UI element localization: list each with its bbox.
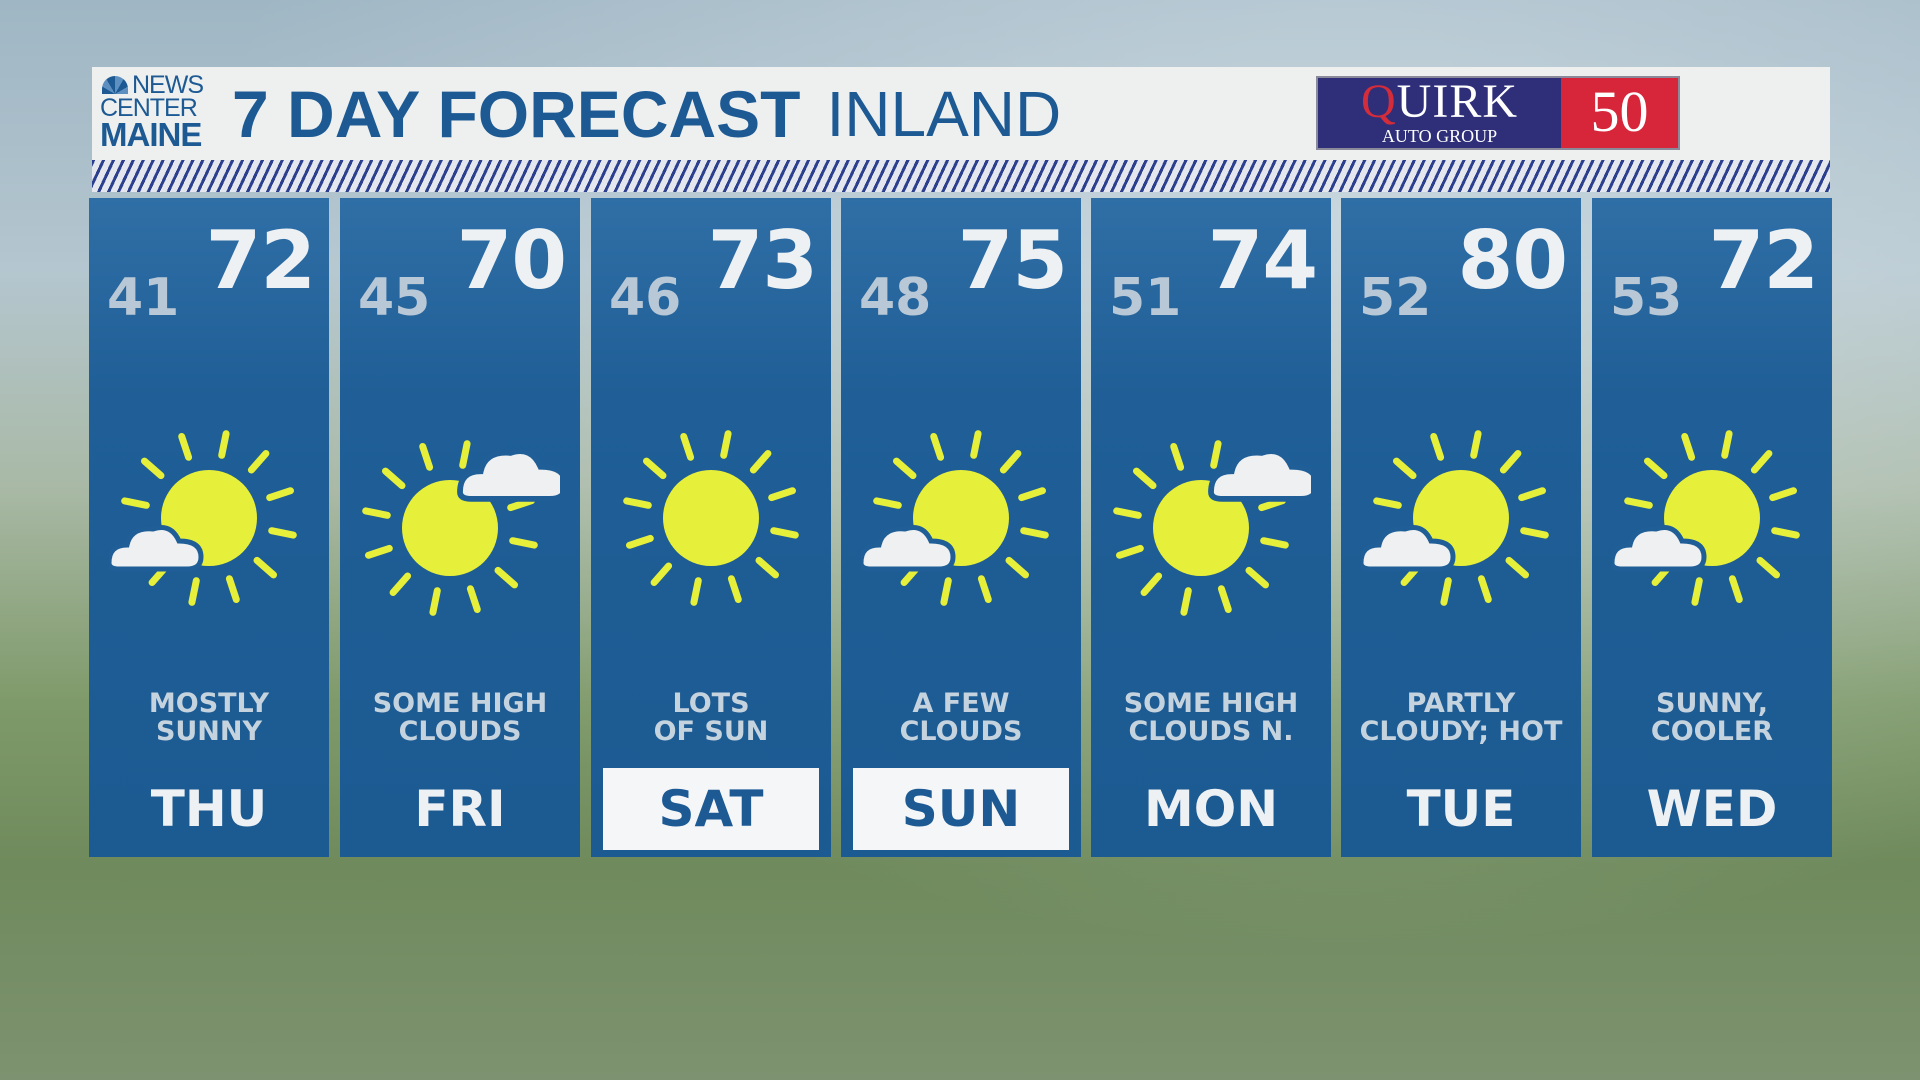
condition-line-2: SUNNY: [155, 716, 263, 747]
condition-line-1: SUNNY,: [1656, 688, 1768, 719]
day-label: TUE: [1406, 780, 1516, 838]
title-row: 7 DAY FORECAST INLAND: [232, 72, 1061, 156]
forecast-day-wed: 72 53 SUNNY, COOLER WED: [1592, 198, 1832, 857]
condition-line-2: CLOUDS N.: [1128, 716, 1294, 747]
condition-line-1: PARTLY: [1406, 688, 1516, 719]
low-temp: 52: [1359, 268, 1432, 328]
high-temp: 75: [957, 214, 1068, 307]
day-label: SUN: [853, 768, 1069, 850]
high-temp: 72: [1708, 214, 1819, 307]
news-center-maine-logo: NEWS CENTER MAINE: [100, 73, 210, 153]
logo-line-2: CENTER: [100, 94, 198, 122]
condition-line-2: COOLER: [1650, 716, 1774, 747]
condition-line-1: SOME HIGH: [1123, 688, 1299, 719]
page-subtitle: INLAND: [826, 78, 1062, 150]
logo-line-1: NEWS: [100, 73, 210, 98]
sponsor-initial: Q: [1361, 75, 1397, 128]
page-title: 7 DAY FORECAST: [232, 77, 801, 151]
condition-text: A FEW CLOUDS: [841, 690, 1081, 746]
sun-cloud-lower-left-icon: [1609, 418, 1812, 618]
condition-text: SOME HIGH CLOUDS N.: [1091, 690, 1331, 746]
condition-text: SOME HIGH CLOUDS: [340, 690, 580, 746]
day-label: WED: [1646, 780, 1778, 838]
sun-cloud-upper-right-icon: [1111, 418, 1320, 618]
high-temp: 70: [456, 214, 567, 307]
sponsor-logo: QUIRK AUTO GROUP 50: [1316, 76, 1680, 150]
sun-icon: [611, 418, 811, 618]
sponsor-anniversary: 50: [1561, 78, 1678, 148]
condition-text: LOTS OF SUN: [591, 690, 831, 746]
forecast-day-sun: 75 48 A FEW CLOUDS SUN: [841, 198, 1081, 857]
condition-line-1: MOSTLY: [148, 688, 270, 719]
sun-cloud-lower-left-icon: [858, 418, 1061, 618]
day-label: SAT: [603, 768, 819, 850]
condition-line-2: CLOUDS: [398, 716, 522, 747]
forecast-day-tue: 80 52 PARTLY CLOUDY; HOT TUE: [1341, 198, 1581, 857]
low-temp: 46: [609, 268, 682, 328]
forecast-day-fri: 70 45 SOME HIGH CLOUDS FRI: [340, 198, 580, 857]
high-temp: 72: [205, 214, 316, 307]
condition-line-1: LOTS: [672, 688, 750, 719]
condition-line-2: CLOUDS: [899, 716, 1023, 747]
high-temp: 74: [1207, 214, 1318, 307]
day-label: FRI: [414, 780, 506, 838]
logo-line-3: MAINE: [100, 116, 202, 153]
low-temp: 53: [1610, 268, 1683, 328]
sun-cloud-lower-left-icon: [1358, 418, 1561, 618]
condition-text: MOSTLY SUNNY: [89, 690, 329, 746]
forecast-day-thu: 72 41 MOSTLY SUNNY THU: [89, 198, 329, 857]
high-temp: 73: [707, 214, 818, 307]
forecast-day-sat: 73 46 LOTS OF SUN SAT: [591, 198, 831, 857]
forecast-day-mon: 74 51 SOME HIGH CLOUDS N. MON: [1091, 198, 1331, 857]
low-temp: 48: [859, 268, 932, 328]
sponsor-tagline: AUTO GROUP: [1381, 126, 1498, 146]
condition-text: PARTLY CLOUDY; HOT: [1341, 690, 1581, 746]
low-temp: 51: [1109, 268, 1182, 328]
sun-cloud-upper-right-icon: [360, 418, 569, 618]
day-label: MON: [1143, 780, 1279, 838]
sponsor-name: UIRK: [1396, 75, 1518, 128]
condition-text: SUNNY, COOLER: [1592, 690, 1832, 746]
header-stripes: [92, 160, 1830, 192]
condition-line-1: A FEW: [912, 688, 1010, 719]
low-temp: 45: [358, 268, 431, 328]
high-temp: 80: [1457, 214, 1568, 307]
condition-line-2: OF SUN: [653, 716, 769, 747]
condition-line-2: CLOUDY; HOT: [1359, 716, 1563, 747]
sun-cloud-lower-left-icon: [106, 418, 309, 618]
day-label: THU: [150, 780, 268, 838]
low-temp: 41: [107, 268, 180, 328]
condition-line-1: SOME HIGH: [372, 688, 548, 719]
